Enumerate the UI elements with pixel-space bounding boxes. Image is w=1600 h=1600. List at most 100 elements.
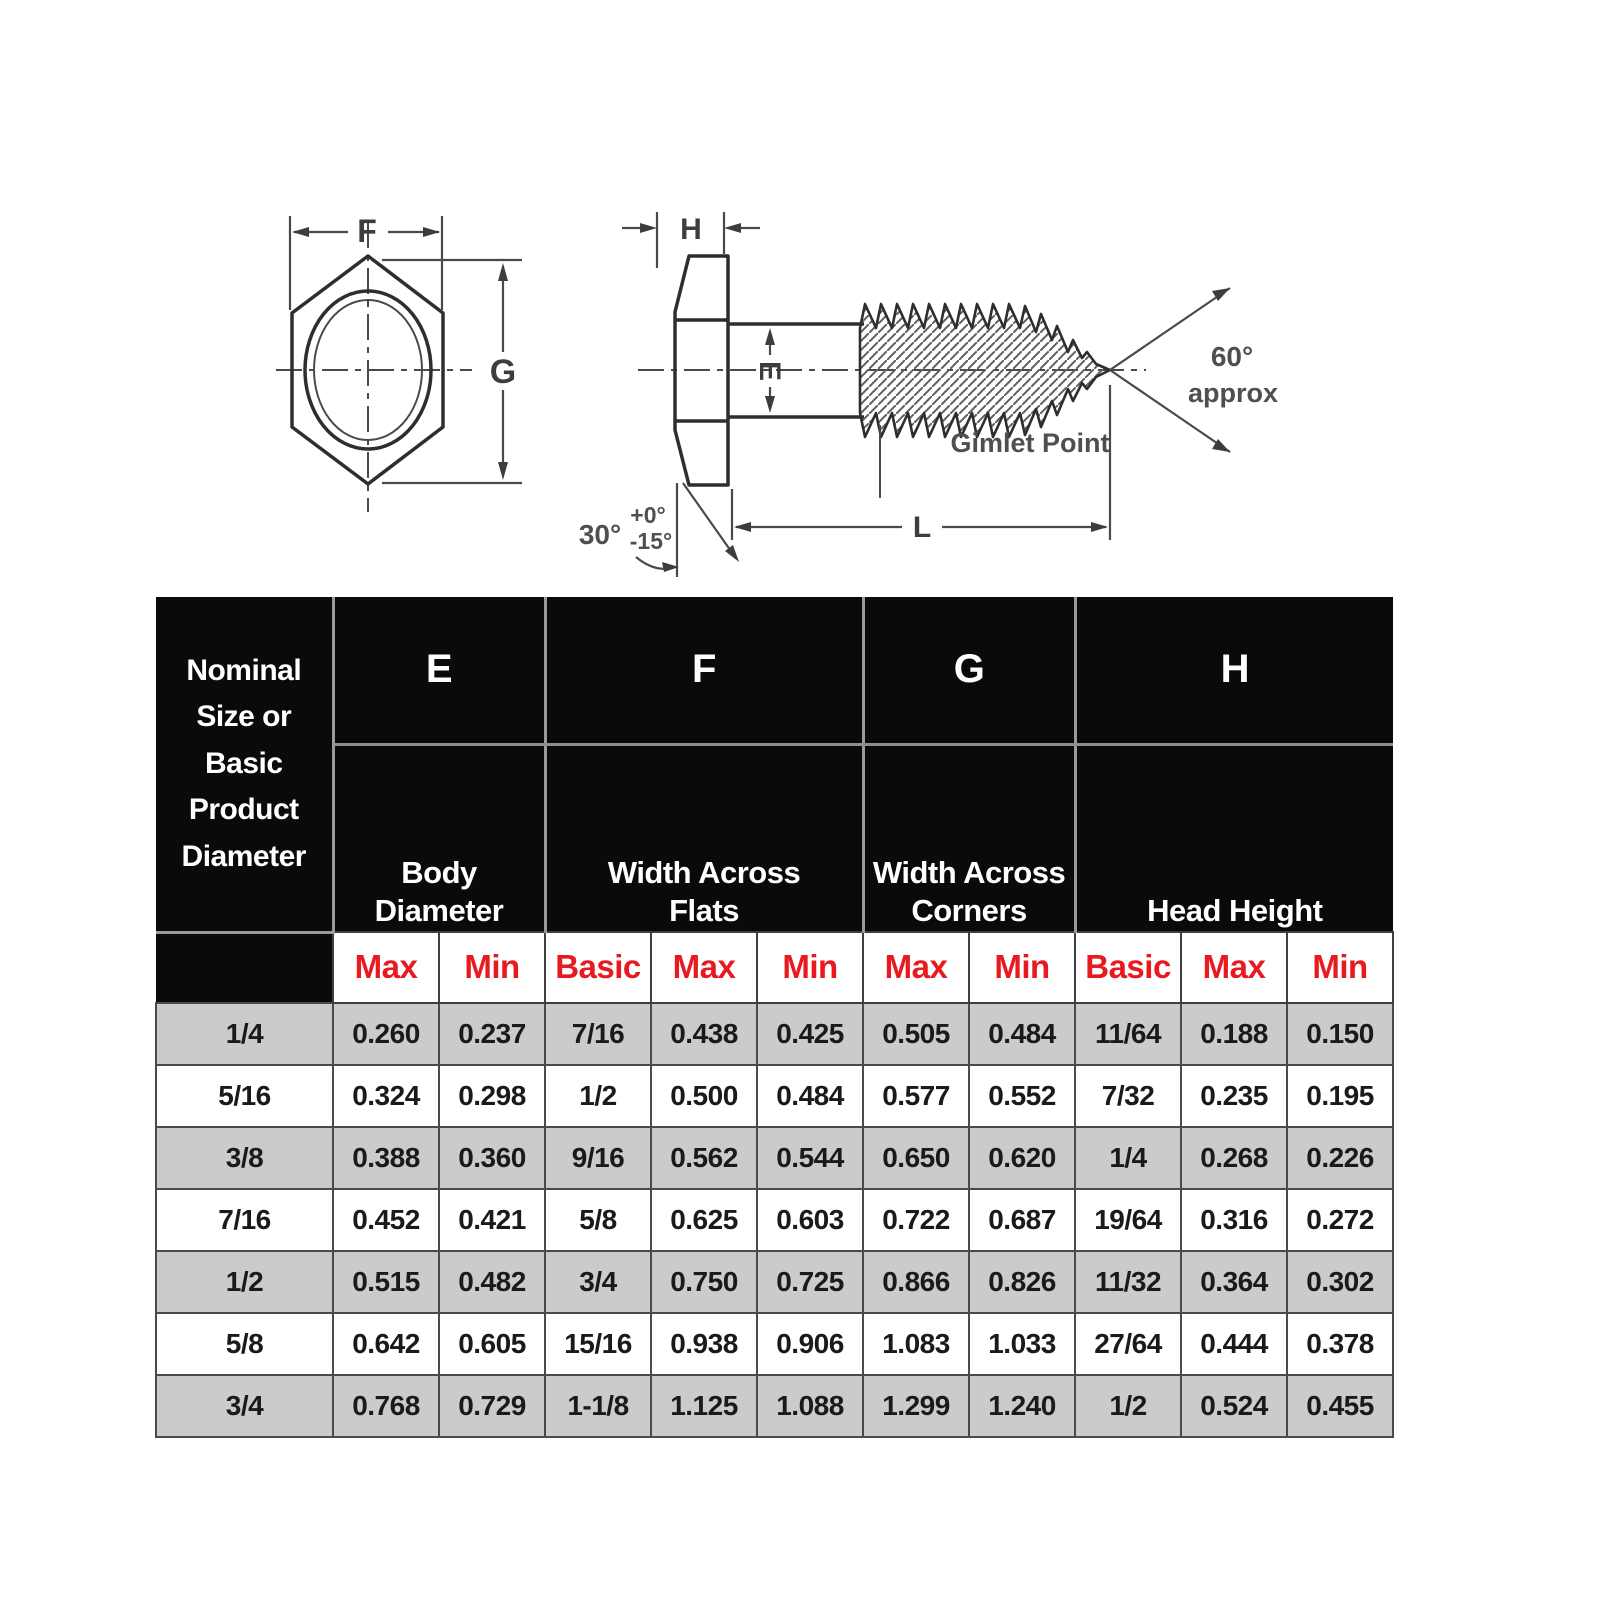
table-cell: 11/32 [1074, 1249, 1183, 1314]
corner-header: Nominal Size or Basic Product Diameter [156, 597, 335, 932]
table-row: 5/8 0.642 0.605 15/16 0.938 0.906 1.083 … [155, 1311, 1395, 1376]
head-angle-annotation: 30° +0° -15° [579, 482, 739, 577]
subheader: Min [968, 931, 1077, 1004]
table-cell: 0.729 [438, 1373, 546, 1438]
table-cell: 0.552 [968, 1063, 1077, 1128]
subheader-spacer [156, 930, 334, 1003]
table-cell: 1.083 [862, 1311, 971, 1376]
table-cell: 0.505 [862, 1001, 971, 1066]
chamfer-circle-inner [313, 299, 423, 441]
table-cell: 1.125 [650, 1373, 758, 1438]
table-cell: 0.605 [438, 1311, 546, 1376]
table-cell: 1/2 [1074, 1373, 1183, 1438]
gimlet-point-label: Gimlet Point [950, 428, 1109, 458]
table-cell: 7/16 [544, 1001, 652, 1066]
table-cell: 0.378 [1286, 1311, 1395, 1376]
table-cell: 0.226 [1286, 1125, 1395, 1190]
column-group-label-head-height: Head Height [1073, 744, 1394, 932]
table-cell: 0.444 [1180, 1311, 1289, 1376]
column-group-letter-h: H [1073, 597, 1394, 746]
subheader: Min [438, 931, 546, 1004]
hexagon-outline [290, 254, 445, 486]
dim-label-f: F [357, 213, 377, 249]
table-cell: 0.260 [332, 1001, 440, 1066]
table-cell: 5/8 [544, 1187, 652, 1252]
table-row: 7/16 0.452 0.421 5/8 0.625 0.603 0.722 0… [155, 1187, 1395, 1252]
threaded-section [858, 302, 1112, 439]
table-cell: 1/4 [1074, 1125, 1183, 1190]
table-cell: 1.088 [755, 1373, 865, 1438]
table-cell: 0.826 [968, 1249, 1077, 1314]
table-cell: 0.650 [862, 1125, 971, 1190]
dimension-h: H [622, 212, 760, 268]
chamfer-circle-outer [303, 289, 433, 451]
table-cell: 1.033 [968, 1311, 1077, 1376]
table-cell: 19/64 [1074, 1187, 1183, 1252]
row-size-label: 5/8 [155, 1311, 334, 1376]
unthreaded-shank [728, 322, 864, 419]
table-cell: 0.425 [755, 1001, 865, 1066]
table-cell: 0.298 [438, 1063, 546, 1128]
table-cell: 0.482 [438, 1249, 546, 1314]
table-cell: 0.421 [438, 1187, 546, 1252]
table-cell: 0.768 [332, 1373, 440, 1438]
table-cell: 0.452 [332, 1187, 440, 1252]
table-cell: 27/64 [1074, 1311, 1183, 1376]
row-size-label: 3/8 [155, 1125, 334, 1190]
table-cell: 0.725 [755, 1249, 865, 1314]
table-cell: 0.302 [1286, 1249, 1395, 1314]
dimension-e: E [753, 328, 786, 413]
table-cell: 7/32 [1074, 1063, 1183, 1128]
table-row: 5/16 0.324 0.298 1/2 0.500 0.484 0.577 0… [155, 1063, 1395, 1128]
table-cell: 0.235 [1180, 1063, 1289, 1128]
table-row: 3/4 0.768 0.729 1-1/8 1.125 1.088 1.299 … [155, 1373, 1395, 1438]
table-cell: 1-1/8 [544, 1373, 652, 1438]
head-angle-tol-plus-label: +0° [630, 502, 665, 528]
table-cell: 0.625 [650, 1187, 758, 1252]
hex-head-side-view [673, 254, 730, 487]
table-cell: 0.268 [1180, 1125, 1289, 1190]
subheader: Basic [544, 931, 652, 1004]
table-cell: 0.750 [650, 1249, 758, 1314]
table-cell: 0.722 [862, 1187, 971, 1252]
dimension-l: L [730, 385, 1112, 544]
head-angle-tol-minus-label: -15° [630, 528, 672, 554]
column-group-letter-f: F [543, 597, 864, 746]
dim-label-h: H [680, 213, 702, 246]
column-group-letter-g: G [861, 597, 1076, 746]
table-cell: 0.484 [755, 1063, 865, 1128]
dim-label-g: G [490, 353, 516, 391]
subheader: Min [755, 931, 865, 1004]
column-group-label-width-across-corners: Width Across Corners [861, 744, 1076, 932]
table-cell: 0.544 [755, 1125, 865, 1190]
table-cell: 0.272 [1286, 1187, 1395, 1252]
table-cell: 1.299 [862, 1373, 971, 1438]
lag-screw-side-view: H E 60° approx Gimlet Point [579, 212, 1278, 577]
point-angle-label: 60° [1211, 341, 1253, 372]
table-cell: 0.562 [650, 1125, 758, 1190]
table-cell: 0.603 [755, 1187, 865, 1252]
table-cell: 15/16 [544, 1311, 652, 1376]
row-size-label: 5/16 [155, 1063, 334, 1128]
table-row: 1/4 0.260 0.237 7/16 0.438 0.425 0.505 0… [155, 1001, 1395, 1066]
row-size-label: 1/2 [155, 1249, 334, 1314]
lag-screw-dimension-drawing: F G [276, 212, 1278, 577]
table-cell: 0.484 [968, 1001, 1077, 1066]
subheader: Max [1180, 931, 1289, 1004]
column-group-letter-e: E [331, 597, 545, 746]
hex-head-front-view: F G [276, 213, 522, 512]
table-cell: 0.438 [650, 1001, 758, 1066]
subheader: Basic [1074, 931, 1183, 1004]
table-cell: 0.938 [650, 1311, 758, 1376]
lag-screw-dimension-table: Nominal Size or Basic Product Diameter E… [155, 597, 1395, 1438]
table-cell: 0.642 [332, 1311, 440, 1376]
dimension-g: G [382, 258, 522, 485]
column-group-label-body-diameter: Body Diameter [331, 744, 545, 932]
table-cell: 0.687 [968, 1187, 1077, 1252]
table-cell: 9/16 [544, 1125, 652, 1190]
table-cell: 0.316 [1180, 1187, 1289, 1252]
table-cell: 0.500 [650, 1063, 758, 1128]
row-size-label: 1/4 [155, 1001, 334, 1066]
row-size-label: 7/16 [155, 1187, 334, 1252]
